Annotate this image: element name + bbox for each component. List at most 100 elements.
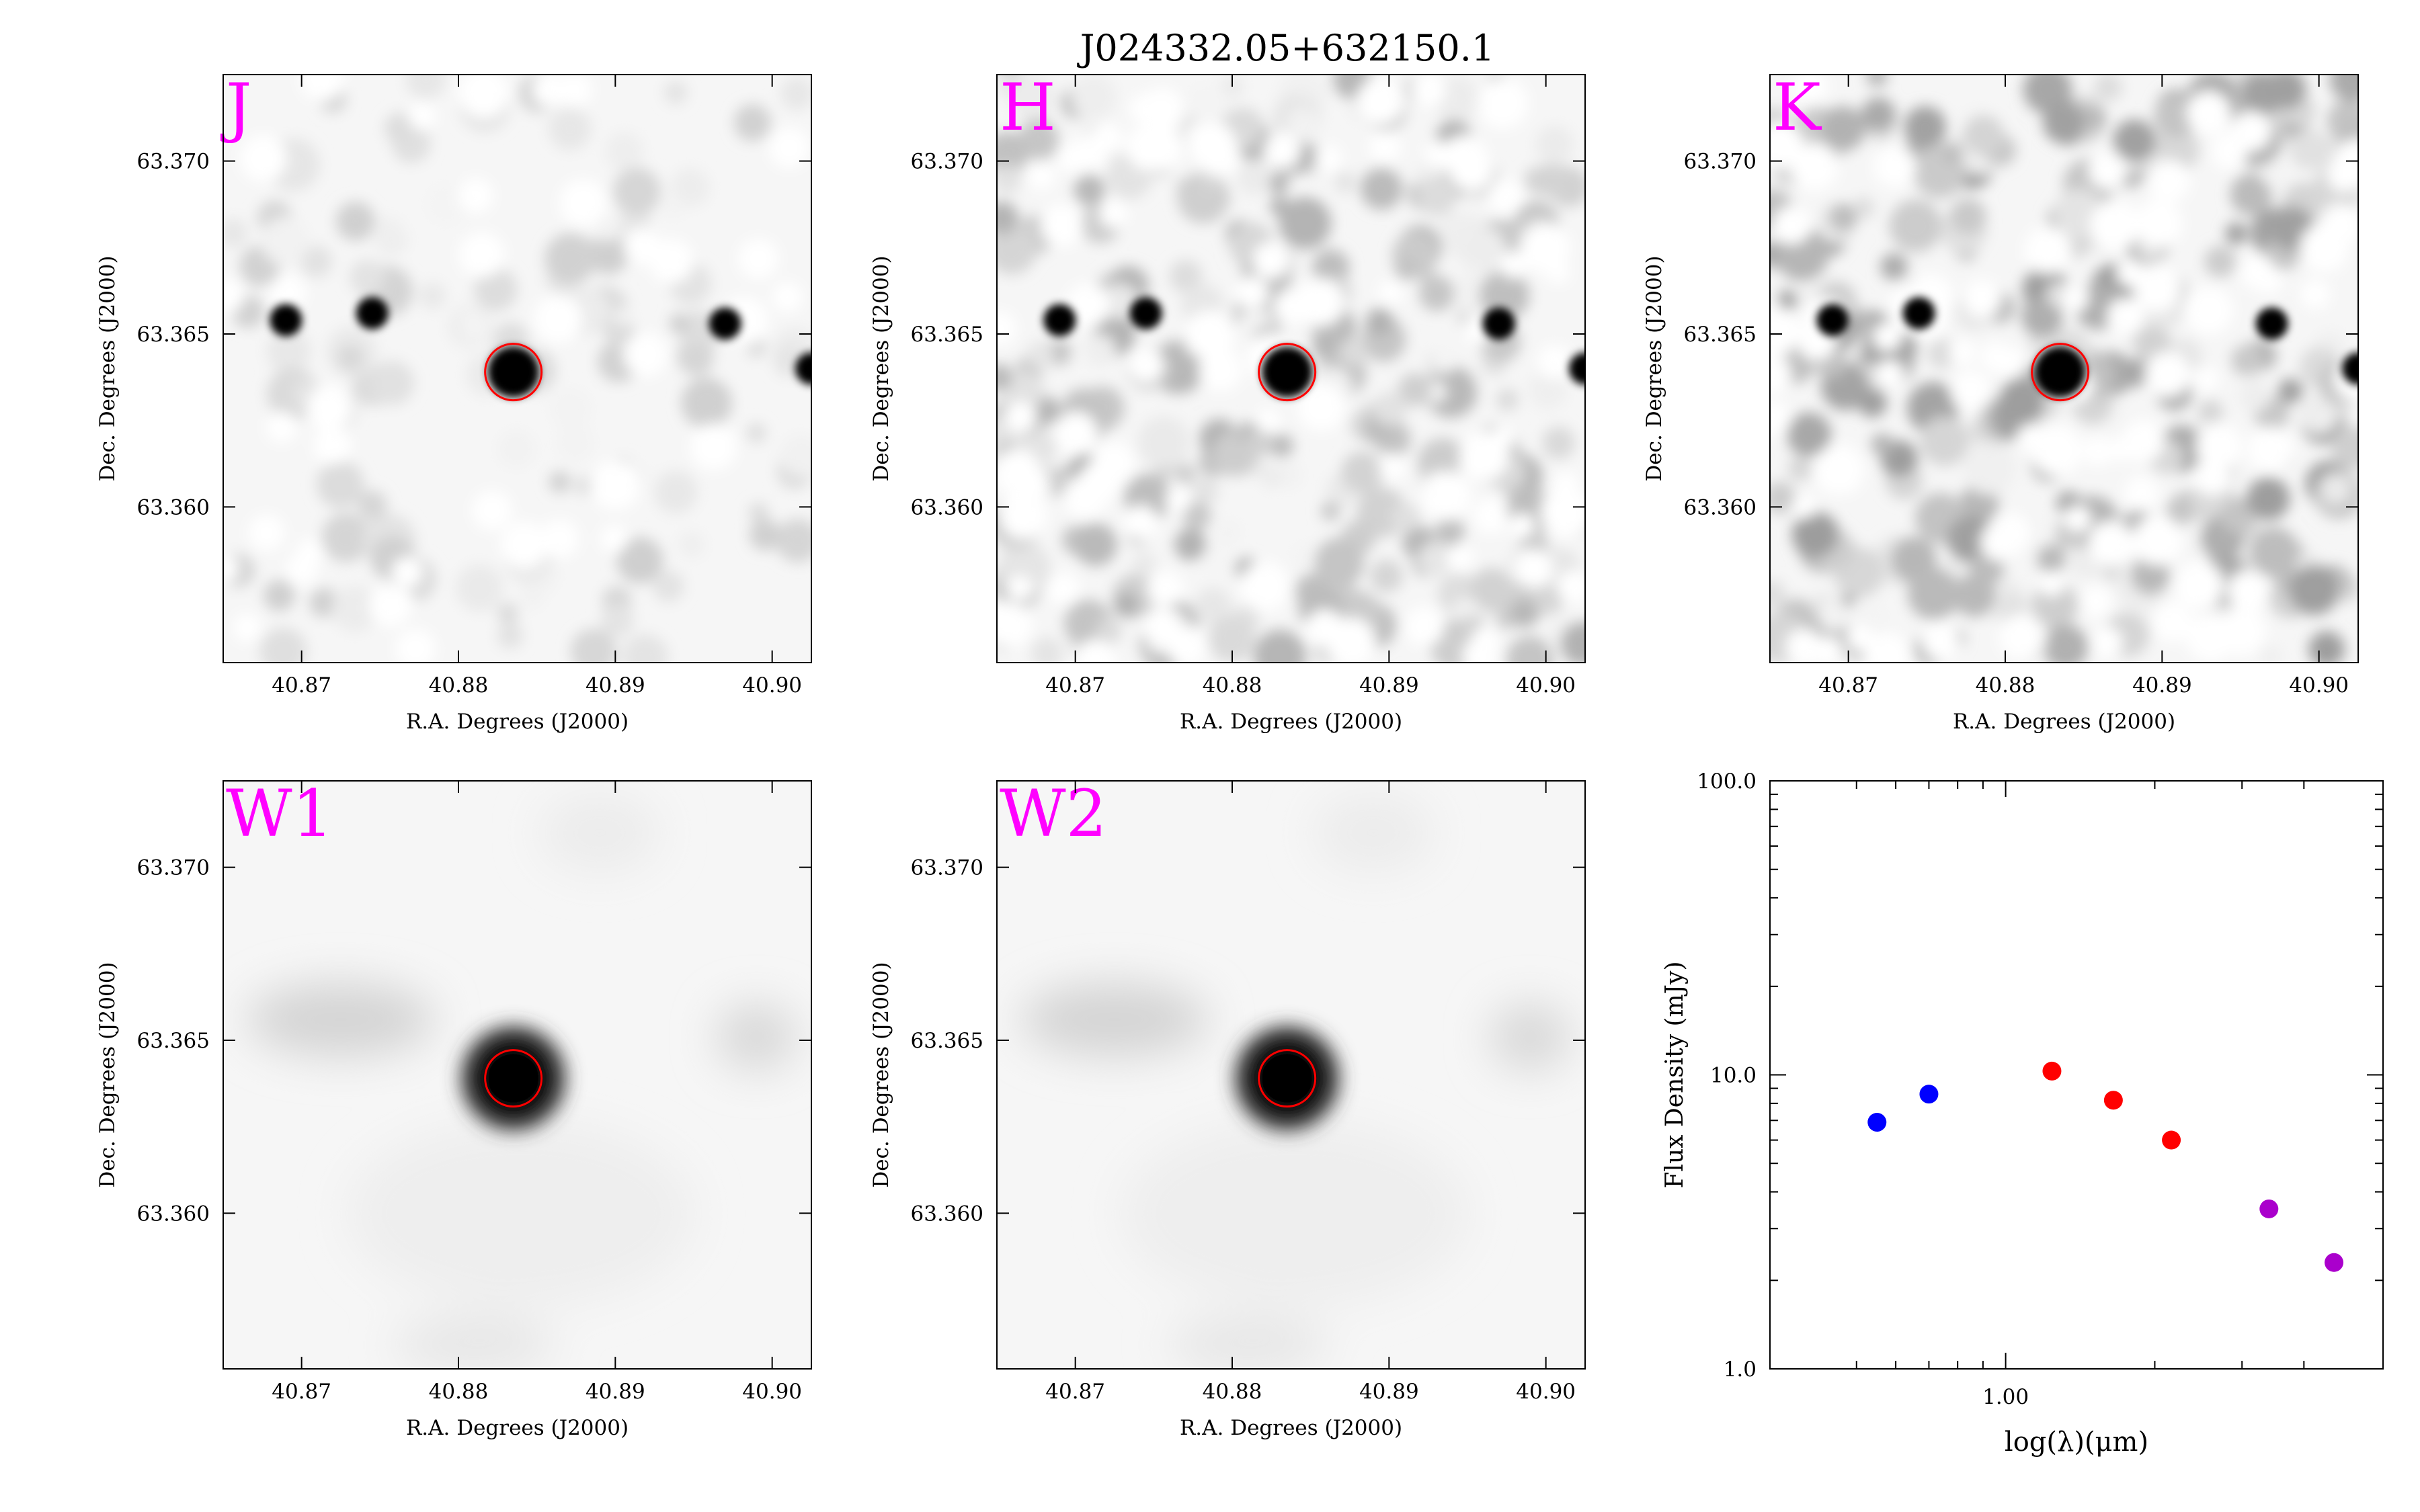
target-circle bbox=[484, 1049, 543, 1108]
band-label: W2 bbox=[1000, 776, 1107, 851]
x-tick-label: 40.90 bbox=[742, 1380, 802, 1404]
x-tick-label: 40.87 bbox=[1045, 1380, 1105, 1404]
sed-x-tick-label: 1.00 bbox=[1982, 1385, 2029, 1409]
x-tick-label: 40.89 bbox=[1359, 1380, 1419, 1404]
panel-frame bbox=[1769, 74, 2359, 663]
source-blob bbox=[795, 352, 811, 385]
image-k bbox=[1770, 75, 2358, 663]
target-circle bbox=[1258, 1049, 1317, 1108]
x-tick-label: 40.90 bbox=[742, 673, 802, 698]
source-blob bbox=[2342, 352, 2358, 385]
x-axis-label: R.A. Degrees (J2000) bbox=[406, 1416, 629, 1440]
x-axis-label: R.A. Degrees (J2000) bbox=[1180, 710, 1402, 734]
image-panel-w1: W1 40.87 40.88 40.89 40.90 63.360 63.365 63.370… bbox=[95, 776, 812, 1440]
x-tick-label: 40.87 bbox=[1045, 673, 1105, 698]
y-tick-label: 63.365 bbox=[911, 1029, 983, 1053]
x-tick-label: 40.88 bbox=[1203, 673, 1262, 698]
x-tick-label: 40.87 bbox=[272, 1380, 331, 1404]
sed-point bbox=[2162, 1130, 2181, 1150]
source-blob bbox=[709, 307, 741, 340]
sed-point bbox=[2259, 1199, 2279, 1218]
source-blob bbox=[1902, 297, 1935, 330]
y-tick-label: 63.370 bbox=[137, 856, 210, 880]
x-tick-label: 40.88 bbox=[429, 673, 489, 698]
panel-frame bbox=[223, 74, 812, 663]
band-label: H bbox=[1000, 70, 1056, 145]
image-panel-k: K 40.87 40.88 40.89 40.90 63.360 63.365 63.370 R… bbox=[1642, 70, 2359, 734]
x-axis-label: R.A. Degrees (J2000) bbox=[1953, 710, 2175, 734]
y-tick-label: 63.365 bbox=[1684, 323, 1757, 347]
x-axis-label: R.A. Degrees (J2000) bbox=[406, 710, 629, 734]
y-tick-label: 63.370 bbox=[137, 150, 210, 174]
y-tick-label: 63.365 bbox=[137, 1029, 210, 1053]
y-tick-label: 63.360 bbox=[911, 495, 983, 519]
y-axis-label: Dec. Degrees (J2000) bbox=[1642, 255, 1666, 481]
y-tick-label: 63.370 bbox=[911, 856, 983, 880]
sed-x-axis-label: log(λ)(μm) bbox=[2005, 1427, 2148, 1458]
image-panel-j: J40.87 40.88 40.89 40.9063.36063.36563.370R… bbox=[95, 70, 812, 734]
target-circle bbox=[2031, 343, 2090, 402]
source-blob bbox=[1482, 307, 1515, 340]
image-h bbox=[997, 75, 1585, 663]
sed-y-tick-label: 1.0 bbox=[1724, 1357, 1757, 1382]
sed-point bbox=[1919, 1085, 1939, 1104]
sed-y-tick-label: 100.0 bbox=[1697, 769, 1757, 794]
sed-point bbox=[2325, 1253, 2344, 1272]
source-blob bbox=[356, 297, 389, 330]
figure-title: J024332.05+632150.1 bbox=[1077, 27, 1495, 69]
target-circle bbox=[1258, 343, 1317, 402]
image-j bbox=[223, 75, 811, 663]
y-axis-label: Dec. Degrees (J2000) bbox=[95, 255, 120, 481]
x-tick-label: 40.90 bbox=[1516, 673, 1576, 698]
source-blob bbox=[487, 346, 539, 398]
x-tick-label: 40.87 bbox=[272, 673, 331, 698]
x-tick-label: 40.89 bbox=[586, 673, 645, 698]
x-tick-label: 40.88 bbox=[1976, 673, 2035, 698]
panel-frame bbox=[996, 780, 1586, 1370]
sed-frame bbox=[1769, 780, 2384, 1370]
source-blob bbox=[1261, 346, 1313, 398]
sed-point bbox=[2103, 1091, 2123, 1110]
y-axis-label: Dec. Degrees (J2000) bbox=[869, 962, 893, 1187]
y-axis-label: Dec. Degrees (J2000) bbox=[869, 255, 893, 481]
source-blob bbox=[2255, 307, 2288, 340]
x-tick-label: 40.89 bbox=[586, 1380, 645, 1404]
y-tick-label: 63.360 bbox=[1684, 495, 1757, 519]
x-tick-label: 40.88 bbox=[1203, 1380, 1262, 1404]
y-tick-label: 63.370 bbox=[911, 150, 983, 174]
x-tick-label: 40.87 bbox=[1818, 673, 1878, 698]
sed-y-tick-label: 10.0 bbox=[1710, 1064, 1757, 1088]
source-blob bbox=[1816, 304, 1849, 337]
x-tick-label: 40.90 bbox=[2289, 673, 2349, 698]
y-axis-label: Dec. Degrees (J2000) bbox=[95, 962, 120, 1187]
source-blob bbox=[2034, 346, 2086, 398]
y-tick-label: 63.360 bbox=[137, 495, 210, 519]
source-blob bbox=[1569, 352, 1585, 385]
target-circle bbox=[484, 343, 543, 402]
sed-y-axis-label: Flux Density (mJy) bbox=[1661, 961, 1689, 1188]
source-blob bbox=[270, 304, 302, 337]
x-tick-label: 40.90 bbox=[1516, 1380, 1576, 1404]
panel-frame bbox=[996, 74, 1586, 663]
y-tick-label: 63.370 bbox=[1684, 150, 1757, 174]
panel-frame bbox=[223, 780, 812, 1370]
x-axis-label: R.A. Degrees (J2000) bbox=[1180, 1416, 1402, 1440]
y-tick-label: 63.360 bbox=[911, 1202, 983, 1226]
image-w1 bbox=[223, 781, 811, 1369]
image-panel-h: H 40.87 40.88 40.89 40.90 63.360 63.365 63.370 R… bbox=[869, 70, 1586, 734]
y-tick-label: 63.360 bbox=[137, 1202, 210, 1226]
source-blob bbox=[1129, 297, 1162, 330]
sed-point bbox=[1867, 1113, 1887, 1132]
x-tick-label: 40.89 bbox=[2132, 673, 2192, 698]
image-w2 bbox=[997, 781, 1585, 1369]
x-tick-label: 40.89 bbox=[1359, 673, 1419, 698]
x-tick-label: 40.88 bbox=[429, 1380, 489, 1404]
source-blob bbox=[1043, 304, 1076, 337]
band-label: K bbox=[1773, 70, 1822, 145]
y-tick-label: 63.365 bbox=[137, 323, 210, 347]
sed-point bbox=[2042, 1061, 2062, 1081]
y-tick-label: 63.365 bbox=[911, 323, 983, 347]
image-panel-w2: W2 40.87 40.88 40.89 40.90 63.360 63.365 63.370… bbox=[869, 776, 1586, 1440]
sed-chart: 1.0 10.0 100.0 1.00 log(λ)(μm) Flux Density (… bbox=[1661, 769, 2384, 1458]
